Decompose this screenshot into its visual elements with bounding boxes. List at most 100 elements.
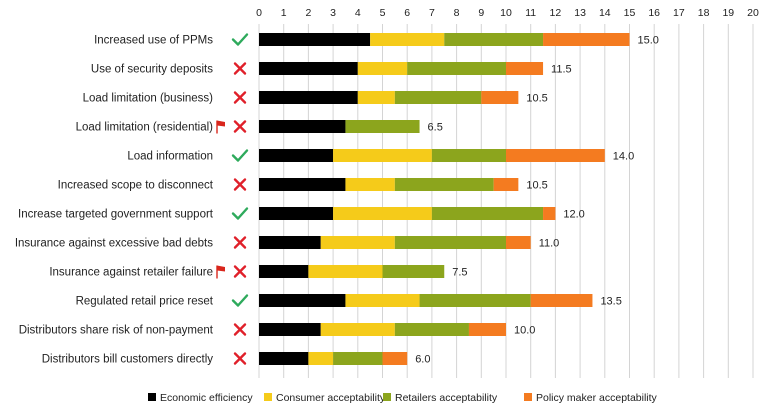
x-tick-label: 10	[500, 7, 512, 19]
bar-segment	[431, 149, 506, 162]
bar-segment	[506, 236, 531, 249]
category-label: Load information	[127, 151, 213, 163]
total-label: 7.5	[452, 267, 467, 279]
bar-segment	[259, 178, 346, 191]
bar-segment	[345, 178, 395, 191]
bar-segment	[308, 352, 334, 365]
x-tick-label: 13	[574, 7, 586, 19]
bar-segment	[259, 33, 371, 46]
bar-segment	[370, 33, 445, 46]
bar-segment	[382, 352, 408, 365]
category-label: Use of security deposits	[91, 64, 213, 76]
x-tick-label: 7	[429, 7, 435, 19]
x-tick-label: 17	[673, 7, 685, 19]
total-label: 11.0	[539, 238, 560, 250]
category-label: Load limitation (business)	[83, 93, 214, 105]
bar-segment	[259, 265, 309, 278]
legend-label: Economic efficiency	[160, 392, 253, 404]
bar-segment	[333, 352, 383, 365]
category-label: Increased scope to disconnect	[58, 180, 214, 192]
legend-label: Consumer acceptability	[276, 392, 386, 404]
bar-segment	[407, 62, 506, 75]
total-label: 12.0	[563, 209, 584, 221]
category-label: Load limitation (residential)	[76, 122, 214, 134]
bar-segment	[345, 120, 420, 133]
check-icon	[231, 149, 249, 162]
bar-segment	[259, 91, 358, 104]
cross-icon	[233, 265, 247, 278]
check-icon	[231, 33, 249, 46]
legend-swatch	[524, 393, 532, 401]
x-tick-label: 4	[355, 7, 361, 19]
legend-swatch	[383, 393, 391, 401]
bar-segment	[382, 265, 445, 278]
cross-icon	[233, 62, 247, 75]
bar-segment	[530, 294, 593, 307]
bar-segment	[333, 207, 432, 220]
legend-swatch	[264, 393, 272, 401]
x-tick-label: 8	[454, 7, 460, 19]
category-label: Distributors bill customers directly	[42, 354, 214, 366]
bar-segment	[308, 265, 383, 278]
total-label: 6.0	[415, 354, 430, 366]
bar-segment	[394, 236, 506, 249]
cross-icon	[233, 323, 247, 336]
total-label: 13.5	[600, 296, 621, 308]
total-label: 10.5	[526, 180, 547, 192]
x-tick-label: 9	[478, 7, 484, 19]
bar-segment	[394, 323, 469, 336]
check-icon	[231, 207, 249, 220]
bar-segment	[333, 149, 432, 162]
cross-icon	[233, 236, 247, 249]
legend-label: Policy maker acceptability	[536, 392, 658, 404]
x-tick-label: 2	[305, 7, 311, 19]
total-label: 6.5	[428, 122, 443, 134]
bar-segment	[394, 91, 482, 104]
bar-segment	[419, 294, 531, 307]
bar-segment	[320, 323, 395, 336]
legend-label: Retailers acceptability	[395, 392, 498, 404]
flag-icon	[216, 120, 225, 134]
x-tick-label: 14	[599, 7, 611, 19]
x-tick-label: 19	[722, 7, 734, 19]
bar-segment	[259, 207, 334, 220]
bar-segment	[357, 62, 408, 75]
x-tick-label: 1	[281, 7, 287, 19]
total-label: 10.5	[526, 93, 547, 105]
bar-segment	[506, 62, 544, 75]
bar-segment	[259, 62, 358, 75]
x-tick-label: 0	[256, 7, 262, 19]
cross-icon	[233, 91, 247, 104]
category-label: Distributors share risk of non-payment	[19, 325, 214, 337]
x-tick-label: 20	[747, 7, 759, 19]
x-tick-label: 16	[648, 7, 660, 19]
category-label: Increased use of PPMs	[94, 35, 213, 47]
total-label: 10.0	[514, 325, 535, 337]
category-label: Insurance against excessive bad debts	[15, 238, 213, 250]
category-label: Increase targeted government support	[18, 209, 214, 221]
total-labels: 15.0 11.5 10.5 6.5 14.0 10.5 12.0 11.0 7.5 13.5 10…	[415, 35, 659, 366]
legend: Economic efficiency Consumer acceptabilit…	[148, 392, 658, 404]
bar-segment	[394, 178, 494, 191]
x-tick-label: 18	[698, 7, 710, 19]
bar-segment	[259, 149, 334, 162]
status-icons	[216, 33, 249, 365]
bar-segment	[259, 294, 346, 307]
category-label: Regulated retail price reset	[76, 296, 214, 308]
bar-segment	[259, 352, 309, 365]
bar-segment	[493, 178, 519, 191]
total-label: 15.0	[638, 35, 659, 47]
x-tick-label: 6	[404, 7, 410, 19]
bar-segment	[506, 149, 605, 162]
flag-icon	[216, 265, 225, 279]
bar-segment	[543, 33, 630, 46]
legend-swatch	[148, 393, 156, 401]
check-icon	[231, 294, 249, 307]
x-tick-label: 3	[330, 7, 336, 19]
x-axis-tick-labels: 0 1 2 3 4 5 6 7 8 9 10 11 12 13 14 15 16 17 18 19 20	[256, 7, 759, 19]
cross-icon	[233, 120, 247, 133]
bars	[259, 33, 630, 365]
bar-segment	[543, 207, 556, 220]
bar-segment	[357, 91, 395, 104]
